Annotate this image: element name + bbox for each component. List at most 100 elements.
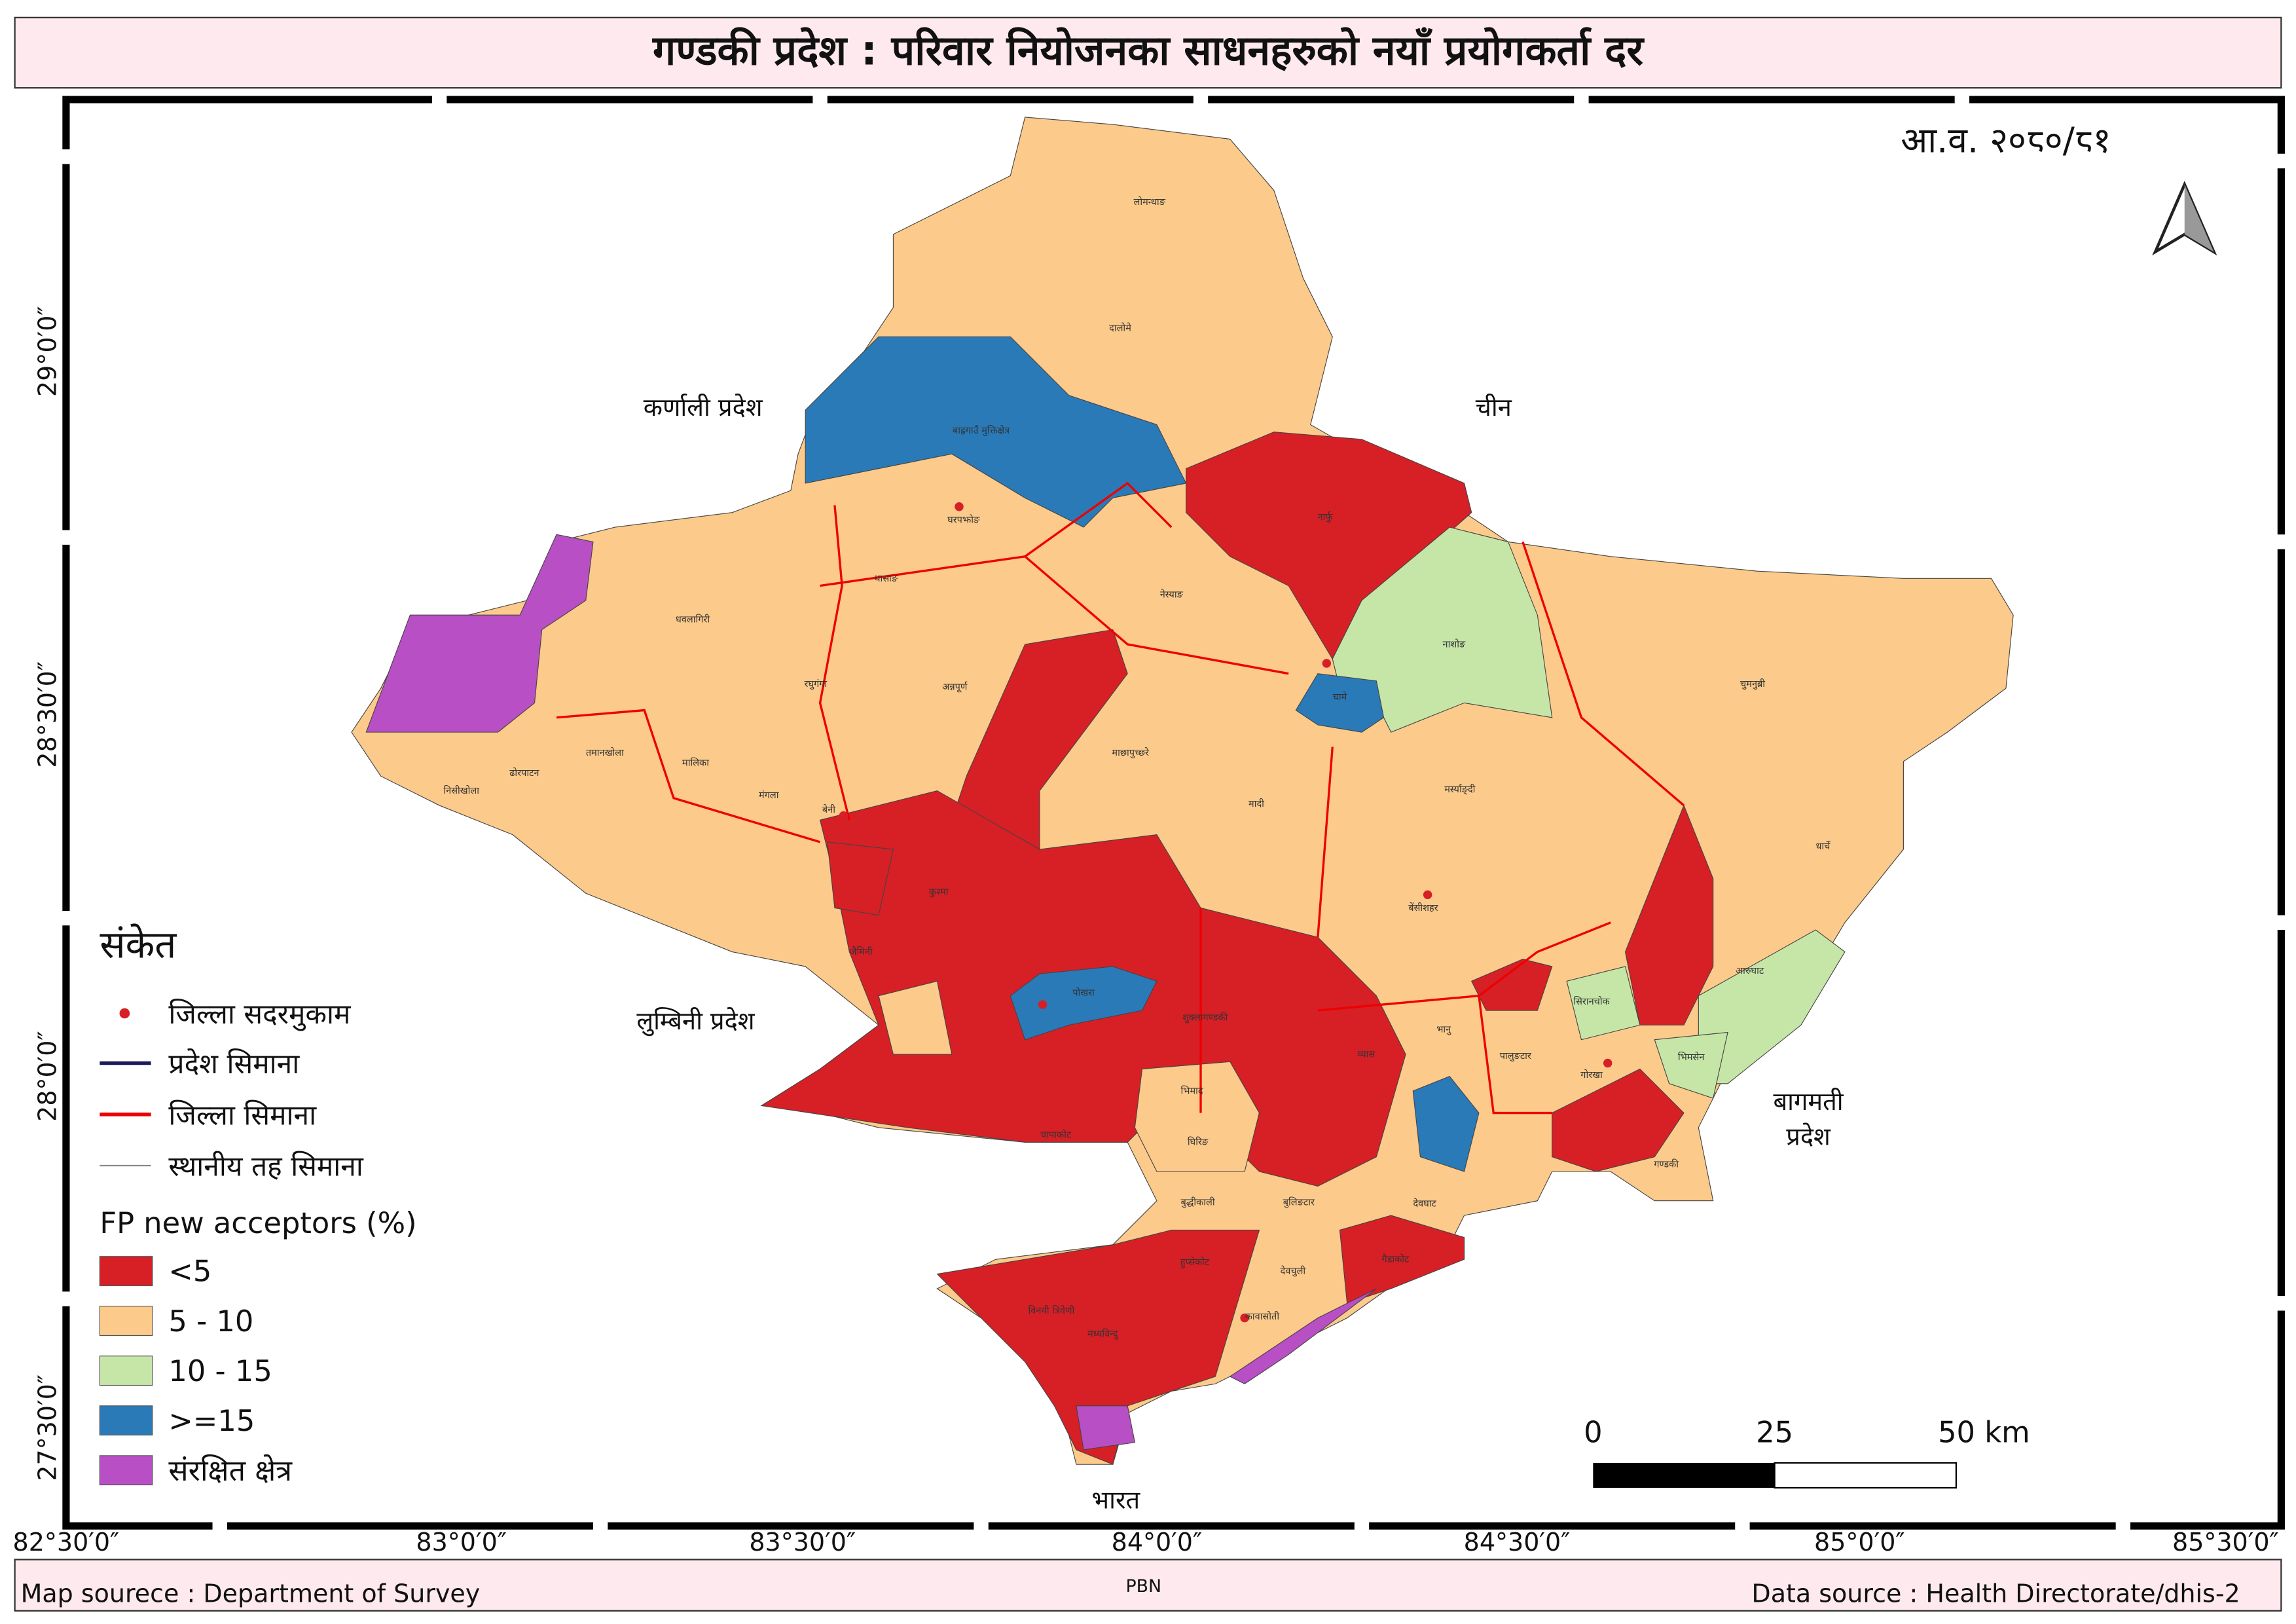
neighbor-label: बागमती xyxy=(1773,1087,1844,1116)
hq-dots xyxy=(839,502,1613,1323)
local-label: मादी xyxy=(1248,798,1264,809)
region xyxy=(1010,966,1157,1041)
graticule-x-label: 82°30′0″ xyxy=(13,1528,120,1557)
graticule-y-label: 29°0′0″ xyxy=(33,306,62,397)
scale-label: 50 km xyxy=(1938,1415,2030,1450)
local-label: नार्फु xyxy=(1318,511,1334,523)
region xyxy=(1229,1288,1377,1384)
local-label: चापाकोट xyxy=(1040,1130,1072,1141)
local-label: जैमिनी xyxy=(850,946,873,957)
title-box xyxy=(14,16,2282,89)
local-label: लोमन्थाङ xyxy=(1134,196,1166,208)
legend-class-label: <5 xyxy=(168,1254,211,1289)
local-label: कुश्मा xyxy=(929,887,949,897)
district-boundary xyxy=(556,481,1685,1115)
local-label: कावासोती xyxy=(1245,1311,1280,1322)
region xyxy=(827,841,894,916)
local-label: हुप्सेकोट xyxy=(1180,1257,1210,1268)
local-label: नाशोङ xyxy=(1443,638,1466,650)
legend-label: प्रदेश सिमाना xyxy=(168,1048,300,1080)
local-label: पालुङटार xyxy=(1500,1051,1532,1061)
legend-class-label: संरक्षित क्षेत्र xyxy=(168,1453,293,1488)
region xyxy=(1076,1405,1136,1450)
local-label: भिमाद xyxy=(1181,1085,1203,1096)
local-labels: लोमन्थाङ दालोमे बाह्रगाउँ मुक्तिक्षेत्र … xyxy=(443,196,1831,1340)
footer-left: Map sourece : Department of Survey xyxy=(21,1579,481,1608)
footer-center: PBN xyxy=(1125,1576,1161,1596)
local-label: थासाङ xyxy=(874,574,898,584)
legend-label: जिल्ला सदरमुकाम xyxy=(168,998,351,1031)
local-label: गण्डकी xyxy=(1654,1158,1679,1170)
local-label: व्यास xyxy=(1357,1050,1376,1060)
legend-swatch xyxy=(99,1455,153,1486)
legend-heading: संकेत xyxy=(100,923,177,967)
local-label: मालिका xyxy=(682,758,709,769)
local-label: गोरखा xyxy=(1580,1069,1603,1080)
local-label: घरपझोङ xyxy=(947,514,980,525)
region xyxy=(1295,673,1385,733)
local-label: पोखरा xyxy=(1072,987,1095,999)
legend-swatch xyxy=(99,1306,153,1337)
local-label: मर्स्याङ्दी xyxy=(1444,784,1475,795)
local-label: गैडाकोट xyxy=(1381,1254,1410,1265)
local-label: माछापुच्छ्रे xyxy=(1112,747,1150,758)
graticule-y-label: 27°30′0″ xyxy=(33,1375,62,1481)
region xyxy=(365,534,594,733)
map xyxy=(351,117,2014,1466)
region xyxy=(1566,966,1641,1041)
region xyxy=(1470,959,1553,1011)
legend-class-label: >=15 xyxy=(168,1403,255,1438)
region xyxy=(1134,1061,1260,1172)
legend-class-label: 5 - 10 xyxy=(168,1304,253,1338)
local-label: भिमसेन xyxy=(1678,1052,1705,1063)
local-label: चुमनुब्री xyxy=(1740,678,1765,690)
title: गण्डकी प्रदेश : परिवार नियोजनका साधनहरुक… xyxy=(652,26,1645,74)
scale-bar: 0 25 50 km xyxy=(1584,1415,2030,1489)
region xyxy=(805,336,1187,528)
legend-dot xyxy=(119,1008,130,1019)
local-label: बेनी xyxy=(822,804,835,815)
graticule-x-label: 84°30′0″ xyxy=(1464,1528,1571,1557)
local-label: तमानखोला xyxy=(586,747,624,758)
local-label: देवघाट xyxy=(1413,1198,1436,1209)
region xyxy=(1654,1031,1728,1099)
local-label: दालोमे xyxy=(1109,322,1131,333)
graticule-x-label: 85°30′0″ xyxy=(2172,1528,2279,1557)
scale-label: 25 xyxy=(1756,1415,1793,1450)
region xyxy=(936,1229,1260,1466)
fiscal-year: आ.व. २०८०/८१ xyxy=(1901,120,2111,161)
local-label: घिरिङ xyxy=(1188,1137,1209,1148)
neighbor-label: भारत xyxy=(1091,1485,1140,1514)
local-label: देवचुली xyxy=(1281,1266,1306,1277)
graticule-x-label: 85°0′0″ xyxy=(1814,1528,1905,1557)
neighbor-label: कर्णाली प्रदेश xyxy=(644,393,763,422)
north-arrow xyxy=(2152,181,2217,256)
local-label: बुलिङटार xyxy=(1283,1196,1315,1208)
footer-box xyxy=(14,1559,2282,1612)
local-label: रघुगंगा xyxy=(805,678,828,690)
local-label: अन्नपूर्ण xyxy=(942,681,968,692)
local-label: नेस्याङ xyxy=(1160,589,1184,600)
legend-class-label: 10 - 15 xyxy=(168,1354,272,1388)
local-label: बाह्रगाउँ मुक्तिक्षेत्र xyxy=(953,425,1010,436)
local-label: निसीखोला xyxy=(443,785,479,796)
local-label: बेंसीशहर xyxy=(1408,902,1438,913)
local-label: मध्यविन्दु xyxy=(1087,1329,1119,1340)
region xyxy=(1412,1075,1480,1172)
footer-right: Data source : Health Directorate/dhis-2 xyxy=(1751,1579,2240,1608)
legend-swatch xyxy=(99,1256,153,1286)
legend-swatch xyxy=(99,1356,153,1386)
scale-label: 0 xyxy=(1584,1415,1602,1450)
local-label: मंगला xyxy=(759,790,779,801)
local-label: सिरानचोक xyxy=(1573,996,1610,1007)
local-label: चामे xyxy=(1333,692,1347,703)
legend-class-title: FP new acceptors (%) xyxy=(100,1206,416,1240)
local-label: विनयी त्रिवेणी xyxy=(1029,1305,1075,1316)
local-label: धार्चे xyxy=(1815,841,1831,852)
local-label: ढोरपाटन xyxy=(509,767,539,779)
legend-label: जिल्ला सिमाना xyxy=(168,1099,317,1132)
region xyxy=(1552,1068,1685,1172)
neighbor-label: लुम्बिनी प्रदेश xyxy=(636,1006,755,1037)
